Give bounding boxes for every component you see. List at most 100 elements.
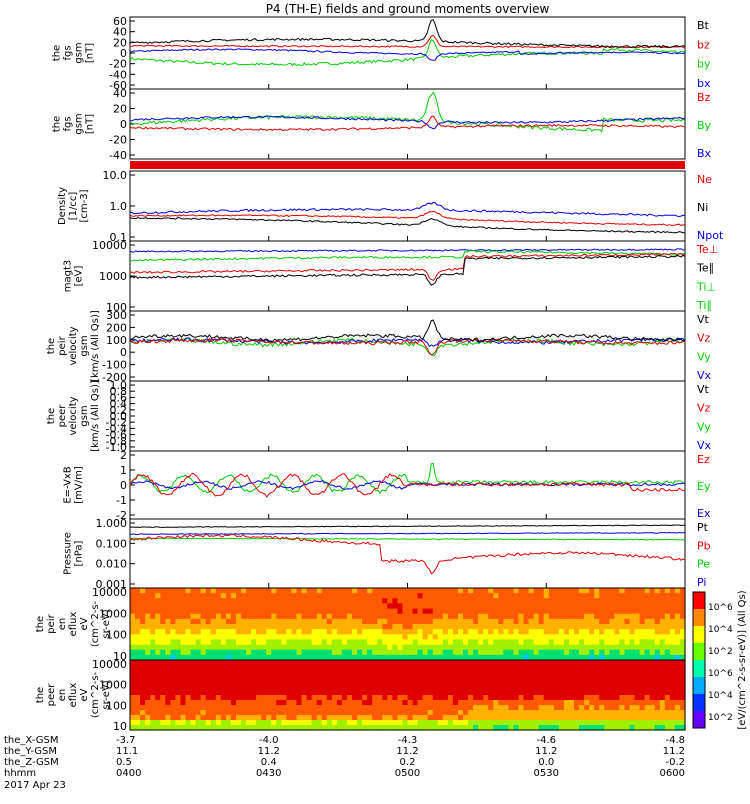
panel-peer-spec-cell	[175, 695, 181, 701]
panel-peir-spec-cell	[220, 618, 227, 625]
panel-peir-spec-cell	[422, 598, 429, 604]
panel-peer-spec-cell	[452, 675, 459, 681]
panel-peer-spec-cell	[569, 720, 575, 726]
panel-peir-spec-cell	[387, 629, 393, 635]
panel-peer-spec-cell	[569, 670, 575, 676]
panel-peir-spec-cell	[246, 629, 252, 635]
panel-peer-spec-cell	[528, 670, 535, 676]
panel-peer-spec-cell	[669, 705, 676, 711]
panel-peir-spec-cell	[140, 624, 146, 630]
panel-peir-spec-cell	[276, 603, 282, 610]
panel-peir-spec-cell	[341, 588, 348, 594]
panel-peer-spec-cell	[205, 665, 212, 671]
panel-peir-spec-cell	[498, 644, 504, 651]
panel-peir-spec-cell	[301, 598, 308, 604]
panel-peir-spec-cell	[382, 649, 388, 656]
panel-peir-spec-cell	[185, 603, 192, 610]
panel-peir-spec-cell	[230, 593, 237, 599]
panel-peer-spec-cell	[251, 725, 257, 731]
panel-peer-spec-cell	[458, 675, 464, 681]
panel-peir-spec-cell	[407, 654, 414, 661]
panel-peer-spec-cell	[654, 675, 661, 681]
panel-peir-spec-cell	[230, 629, 237, 635]
panel-peer-spec-cell	[301, 675, 308, 681]
panel-peer-spec-cell	[639, 710, 646, 716]
panel-peir-spec-cell	[553, 624, 560, 630]
panel-peer-spec-cell	[659, 675, 666, 681]
panel-peir-spec-cell	[589, 654, 595, 661]
panel-peir-spec-cell	[266, 644, 272, 651]
panel-peer-spec-cell	[407, 665, 414, 671]
panel-peer-spec-cell	[387, 695, 393, 701]
panel-pressure-legend-Pb: Pb	[697, 539, 711, 552]
panel-peir-spec-cell	[493, 608, 499, 615]
panel-peir-spec-cell	[230, 649, 237, 656]
panel-peer-spec-cell	[649, 660, 656, 666]
panel-peer-spec-cell	[261, 725, 267, 731]
panel-peer-spec-cell	[145, 685, 151, 691]
panel-peir-spec-cell	[291, 654, 298, 661]
panel-peir-spec-cell	[397, 613, 403, 620]
panel-peir-spec-cell	[553, 629, 560, 635]
panel-peir-spec-cell	[140, 639, 146, 646]
panel-peer-spec-cell	[432, 680, 439, 686]
panel-peer-spec-cell	[604, 675, 610, 681]
panel-peer-spec-cell	[311, 690, 318, 696]
xaxis-value: 0.5	[116, 757, 132, 768]
panel-peer-spec-cell	[296, 710, 303, 716]
panel-peer-spec-cell	[649, 685, 656, 691]
panel-peir-spec-cell	[150, 608, 156, 615]
panel-peir-spec-cell	[563, 624, 570, 630]
panel-peir-spec-cell	[397, 624, 403, 630]
panel-peir-spec-cell	[523, 629, 530, 635]
panel-peer-spec-cell	[372, 680, 378, 686]
panel-peer-spec-cell	[367, 705, 373, 711]
panel-peir-spec-cell	[306, 624, 313, 630]
panel-peir-spec-cell	[680, 598, 686, 604]
panel-peir-spec-cell	[543, 593, 550, 599]
panel-peer-spec-cell	[513, 720, 520, 726]
panel-peir-spec-cell	[175, 608, 181, 615]
panel-peer-spec-cell	[225, 680, 232, 686]
panel-peir-spec-cell	[210, 649, 217, 656]
panel-peir-spec-cell	[135, 649, 141, 656]
panel-peir-spec-cell	[427, 588, 434, 594]
panel-peir-spec-cell	[669, 613, 676, 620]
panel-peir-spec-cell	[674, 629, 681, 635]
panel-peir-spec-cell	[135, 608, 141, 615]
panel-peer-spec-cell	[220, 715, 227, 721]
panel-peir-spec-cell	[306, 644, 313, 651]
panel-peir-spec-cell	[241, 649, 247, 656]
panel-peir-spec-cell	[210, 593, 217, 599]
panel-peer-spec-cell	[589, 725, 595, 731]
panel-peir-spec-cell	[468, 639, 474, 646]
panel-peir-spec-cell	[256, 634, 262, 640]
panel-peir-spec-cell	[659, 634, 666, 640]
panel-peer-spec-cell	[417, 720, 424, 726]
panel-peir-spec-cell	[301, 613, 308, 620]
panel-peir-spec-cell	[301, 639, 308, 646]
panel-peir-spec-cell	[498, 618, 504, 625]
panel-peer-spec-cell	[569, 680, 575, 686]
panel-peir-spec-cell	[225, 639, 232, 646]
panel-peer-spec-cell	[523, 715, 530, 721]
panel-peir-spec-cell	[387, 639, 393, 646]
panel-peir-spec-cell	[200, 644, 207, 651]
panel-peer-spec-cell	[452, 705, 459, 711]
panel-peer-spec-cell	[276, 665, 282, 671]
panel-peer-spec-cell	[175, 705, 181, 711]
panel-peer-spec-cell	[352, 660, 358, 666]
panel-peir-spec-cell	[518, 588, 525, 594]
panel-peer-spec-cell	[589, 670, 595, 676]
panel-peer-spec-cell	[478, 680, 484, 686]
panel-peir-spec-cell	[362, 598, 368, 604]
panel-peir-spec-cell	[579, 593, 585, 599]
panel-peir-spec-cell	[528, 598, 535, 604]
panel-peir-spec-cell	[210, 608, 217, 615]
panel-peer-spec-cell	[130, 715, 136, 721]
panel-peer-spec-cell	[225, 665, 232, 671]
panel-peer-spec-cell	[680, 680, 686, 686]
panel-peer-spec-cell	[190, 670, 197, 676]
panel-peer-vel-ylabel-line: gsm	[79, 405, 90, 426]
panel-peer-spec-cell	[316, 725, 323, 731]
